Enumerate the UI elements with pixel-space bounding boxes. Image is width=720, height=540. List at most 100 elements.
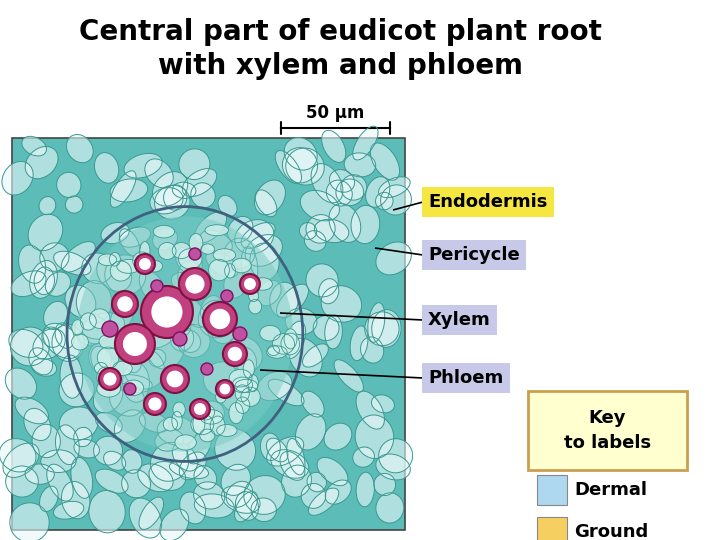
Ellipse shape xyxy=(175,435,197,450)
Ellipse shape xyxy=(193,413,205,434)
Ellipse shape xyxy=(244,476,285,515)
Ellipse shape xyxy=(248,291,258,301)
Ellipse shape xyxy=(361,337,384,363)
Circle shape xyxy=(141,286,193,338)
Circle shape xyxy=(210,309,230,329)
Ellipse shape xyxy=(71,334,89,350)
Ellipse shape xyxy=(113,361,132,376)
Ellipse shape xyxy=(268,345,279,356)
Ellipse shape xyxy=(180,492,206,524)
Ellipse shape xyxy=(379,177,410,198)
Ellipse shape xyxy=(76,281,112,323)
Ellipse shape xyxy=(350,326,368,361)
Ellipse shape xyxy=(330,170,355,192)
Ellipse shape xyxy=(246,234,282,266)
Circle shape xyxy=(112,291,138,317)
Ellipse shape xyxy=(217,424,237,436)
Ellipse shape xyxy=(121,336,142,373)
Ellipse shape xyxy=(172,443,197,471)
Circle shape xyxy=(189,248,201,260)
Ellipse shape xyxy=(122,362,150,402)
Ellipse shape xyxy=(110,261,131,281)
Ellipse shape xyxy=(235,397,250,414)
Ellipse shape xyxy=(172,182,196,198)
Ellipse shape xyxy=(6,466,38,497)
Ellipse shape xyxy=(258,280,281,306)
Ellipse shape xyxy=(157,417,197,445)
Ellipse shape xyxy=(59,373,94,407)
Ellipse shape xyxy=(30,260,58,298)
Ellipse shape xyxy=(287,438,305,475)
Ellipse shape xyxy=(89,343,112,373)
Ellipse shape xyxy=(96,413,122,434)
Circle shape xyxy=(244,278,256,290)
Circle shape xyxy=(220,383,230,394)
Ellipse shape xyxy=(0,438,36,472)
Ellipse shape xyxy=(306,214,335,243)
Circle shape xyxy=(124,383,136,395)
Ellipse shape xyxy=(145,159,174,188)
Text: Central part of eudicot plant root: Central part of eudicot plant root xyxy=(78,18,601,46)
Ellipse shape xyxy=(284,329,297,349)
Ellipse shape xyxy=(10,327,50,366)
Ellipse shape xyxy=(209,259,230,281)
Ellipse shape xyxy=(321,286,361,322)
Ellipse shape xyxy=(182,168,217,197)
Ellipse shape xyxy=(101,222,129,244)
Ellipse shape xyxy=(32,359,57,376)
Ellipse shape xyxy=(336,179,364,206)
Ellipse shape xyxy=(366,177,390,207)
Ellipse shape xyxy=(204,362,242,396)
Ellipse shape xyxy=(153,228,178,250)
Ellipse shape xyxy=(334,360,364,392)
Ellipse shape xyxy=(272,334,294,354)
Ellipse shape xyxy=(81,313,96,330)
Ellipse shape xyxy=(268,379,304,406)
Ellipse shape xyxy=(99,254,117,266)
Ellipse shape xyxy=(365,312,399,346)
Ellipse shape xyxy=(368,302,384,342)
Ellipse shape xyxy=(307,472,326,492)
Ellipse shape xyxy=(285,308,317,335)
Ellipse shape xyxy=(322,130,346,163)
Ellipse shape xyxy=(140,413,169,433)
Ellipse shape xyxy=(66,196,83,213)
Ellipse shape xyxy=(150,442,189,481)
Ellipse shape xyxy=(60,355,83,398)
Ellipse shape xyxy=(284,138,318,170)
Ellipse shape xyxy=(374,474,395,496)
Ellipse shape xyxy=(52,325,84,361)
Ellipse shape xyxy=(110,179,148,202)
Ellipse shape xyxy=(89,309,110,328)
Ellipse shape xyxy=(42,327,62,347)
Ellipse shape xyxy=(234,347,256,378)
Ellipse shape xyxy=(311,164,343,203)
Ellipse shape xyxy=(176,247,202,275)
Ellipse shape xyxy=(74,440,99,458)
Ellipse shape xyxy=(122,470,150,498)
Ellipse shape xyxy=(319,279,339,304)
Circle shape xyxy=(185,274,204,294)
Ellipse shape xyxy=(45,272,71,296)
Ellipse shape xyxy=(286,148,324,185)
Ellipse shape xyxy=(110,171,136,207)
Ellipse shape xyxy=(171,273,201,295)
Ellipse shape xyxy=(376,242,411,275)
Ellipse shape xyxy=(122,450,142,473)
Ellipse shape xyxy=(173,402,185,417)
Circle shape xyxy=(166,370,184,387)
Ellipse shape xyxy=(160,509,189,540)
Circle shape xyxy=(144,393,166,415)
Ellipse shape xyxy=(253,278,272,290)
Ellipse shape xyxy=(43,323,81,359)
Ellipse shape xyxy=(372,395,395,413)
Ellipse shape xyxy=(163,185,187,210)
Text: Ground: Ground xyxy=(574,523,648,540)
Ellipse shape xyxy=(302,391,324,417)
Ellipse shape xyxy=(235,491,258,522)
Ellipse shape xyxy=(235,385,249,402)
Ellipse shape xyxy=(376,192,393,210)
Ellipse shape xyxy=(250,243,279,280)
Ellipse shape xyxy=(243,360,254,378)
Ellipse shape xyxy=(282,147,318,183)
